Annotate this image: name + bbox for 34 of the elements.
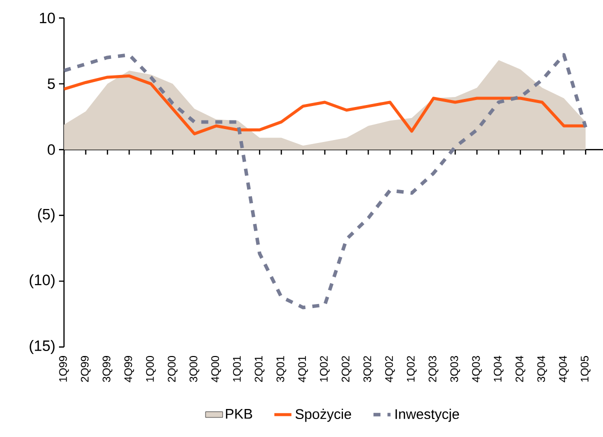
x-tick-label: 3Q04 [537, 356, 548, 382]
x-tick-label: 1Q02 [406, 356, 417, 382]
x-tick-label: 3Q03 [450, 356, 460, 382]
y-tick-label: (5) [38, 208, 55, 222]
legend-label: PKB [226, 409, 252, 419]
x-tick-label: 3Q01 [276, 356, 286, 382]
x-tick-label: 4Q99 [124, 356, 134, 382]
y-tick-label: (10) [30, 274, 55, 288]
y-tick-label: 0 [48, 144, 55, 155]
x-tick-label: 1Q04 [494, 356, 504, 382]
x-tick-label: 3Q02 [363, 356, 374, 382]
x-tick-label: 4Q00 [211, 356, 222, 382]
x-tick-label: 4Q03 [472, 356, 482, 382]
legend-label: Spożycie [296, 408, 352, 422]
y-tick-label: 5 [48, 78, 55, 90]
x-tick-label: 2Q99 [80, 356, 91, 382]
x-tick-label: 3Q00 [190, 356, 200, 382]
x-tick-label: 1Q00 [146, 356, 156, 382]
x-tick-label: 1Q05 [580, 356, 590, 382]
x-tick-label: 3Q99 [102, 356, 112, 382]
x-tick-label: 1Q02 [320, 356, 330, 382]
x-tick-label: 2Q03 [428, 356, 438, 382]
x-tick-label: 2Q02 [342, 356, 352, 382]
x-tick-label: 4Q04 [559, 356, 569, 382]
x-tick-label: 2Q04 [516, 356, 526, 382]
x-tick-label: 2Q00 [168, 356, 178, 382]
x-tick-label: 4Q01 [298, 356, 308, 382]
y-tick-label: (15) [30, 340, 55, 354]
x-tick-label: 2Q01 [254, 356, 264, 382]
legend-label: Inwestycje [396, 408, 460, 422]
x-tick-label: 4Q02 [385, 356, 395, 382]
y-tick-label: 10 [40, 12, 55, 24]
x-tick-label: 1Q01 [233, 356, 243, 382]
x-tick-label: 1Q99 [59, 356, 69, 382]
